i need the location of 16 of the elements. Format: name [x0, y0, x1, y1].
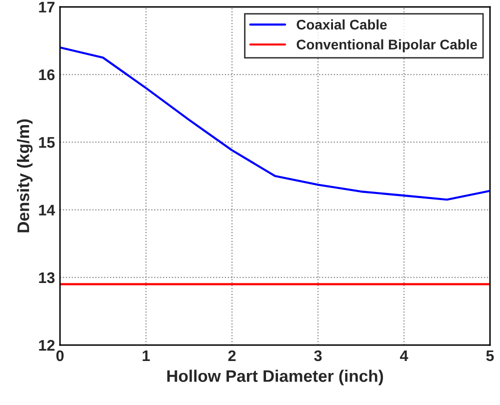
x-tick-label: 3	[314, 350, 322, 362]
y-tick-label: 14	[39, 204, 56, 216]
x-tick-label: 4	[400, 350, 408, 361]
x-tick-label: 1	[142, 350, 150, 361]
legend-label: Conventional Bipolar Cable	[296, 39, 478, 52]
x-axis-title: Hollow Part Diameter (inch)	[167, 370, 383, 386]
y-tick-label: 16	[39, 69, 55, 80]
x-tick-label: 0	[56, 350, 64, 362]
legend-label: Coaxial Cable	[296, 19, 387, 30]
x-tick-label: 2	[228, 350, 236, 361]
y-tick-label: 12	[39, 340, 55, 351]
x-tick-label: 5	[486, 350, 494, 362]
y-axis-title: Density (kg/m)	[16, 119, 33, 232]
y-tick-label: 13	[39, 272, 55, 284]
y-tick-label: 15	[39, 137, 55, 148]
y-tick-label: 17	[39, 2, 54, 12]
